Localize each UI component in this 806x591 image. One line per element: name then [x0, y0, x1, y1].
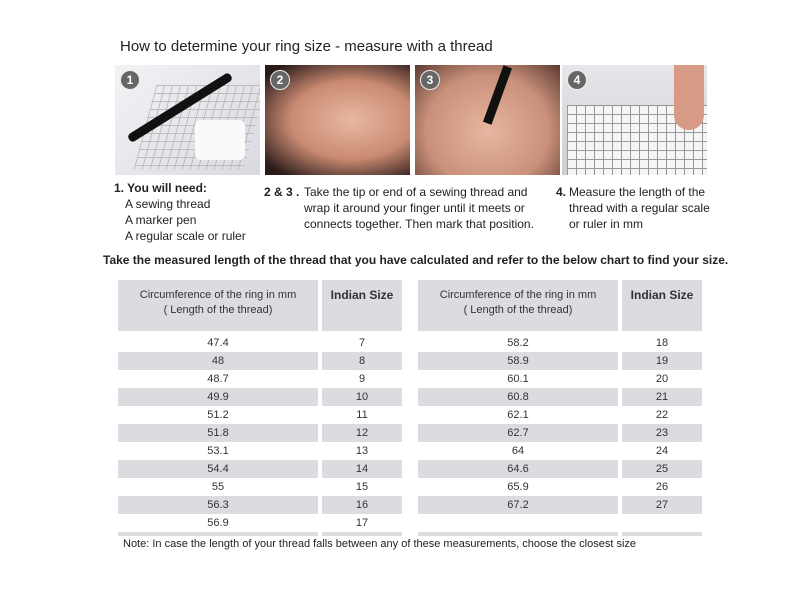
circumference-cell: 65.9: [507, 481, 529, 493]
table-row: 55 15: [118, 478, 402, 496]
size-cell: 24: [655, 445, 669, 457]
circumference-cell: 56.3: [118, 496, 318, 514]
table-row: 49.9 10: [118, 388, 402, 406]
table-row: 51.8 12: [118, 424, 402, 442]
circumference-cell: 62.7: [418, 424, 618, 442]
step-4-text: 4. Measure the length of the thread with…: [556, 185, 710, 231]
table-row: 48.7 9: [118, 370, 402, 388]
table-row: 56.3 16: [118, 496, 402, 514]
circumference-cell: 51.2: [207, 409, 229, 421]
size-cell: [622, 514, 702, 532]
table-row: 54.4 14: [118, 460, 402, 478]
table-row: 51.2 11: [118, 406, 402, 424]
size-cell: 25: [622, 460, 702, 478]
table-row: [418, 514, 702, 532]
table-row: 58.2 18: [418, 334, 702, 352]
table-row: 58.9 19: [418, 352, 702, 370]
size-header: Indian Size: [322, 280, 402, 331]
footer-note: Note: In case the length of your thread …: [123, 538, 637, 550]
circumference-cell: 62.1: [507, 409, 529, 421]
step-1-text: 1. You will need: A sewing thread A mark…: [114, 181, 246, 243]
table-row: 48 8: [118, 352, 402, 370]
table-row: 62.7 23: [418, 424, 702, 442]
circumference-cell: 60.8: [418, 388, 618, 406]
circumference-cell: 51.8: [118, 424, 318, 442]
size-cell: 10: [322, 388, 402, 406]
circumference-cell: 56.9: [207, 517, 229, 529]
size-cell: 8: [322, 352, 402, 370]
size-cell: 19: [622, 352, 702, 370]
instruction-text: Take the measured length of the thread t…: [103, 253, 729, 267]
size-cell: 22: [655, 409, 669, 421]
circumference-cell: 48: [118, 352, 318, 370]
step-1-photo: 1: [115, 65, 260, 175]
table-row: 60.8 21: [418, 388, 702, 406]
table-row: 53.1 13: [118, 442, 402, 460]
table-row: 60.1 20: [418, 370, 702, 388]
circumference-cell: 60.1: [507, 373, 529, 385]
size-cell: 13: [355, 445, 369, 457]
table-row: 64 24: [418, 442, 702, 460]
circumference-cell: 55: [211, 481, 225, 493]
size-cell: 26: [655, 481, 669, 493]
size-cell: 23: [622, 424, 702, 442]
circumference-header: Circumference of the ring in mm( Length …: [418, 280, 618, 331]
circumference-cell: 64: [511, 445, 525, 457]
step-2-photo: 2: [265, 65, 410, 175]
size-table-left: Circumference of the ring in mm( Length …: [114, 280, 406, 536]
circumference-cell: 49.9: [118, 388, 318, 406]
size-cell: 18: [655, 337, 669, 349]
step-number-badge: 1: [120, 70, 140, 90]
circumference-cell: 53.1: [207, 445, 229, 457]
page-title: How to determine your ring size - measur…: [120, 38, 493, 55]
table-row: 62.1 22: [418, 406, 702, 424]
circumference-cell: 58.2: [507, 337, 529, 349]
circumference-cell: 47.4: [207, 337, 229, 349]
circumference-cell: 64.6: [418, 460, 618, 478]
step-4-photo: 4: [562, 65, 707, 175]
circumference-cell: 48.7: [207, 373, 229, 385]
step-number-badge: 2: [270, 70, 290, 90]
size-cell: 21: [622, 388, 702, 406]
step-number-badge: 3: [420, 70, 440, 90]
size-cell: 20: [655, 373, 669, 385]
size-cell: 17: [355, 517, 369, 529]
circumference-cell: 67.2: [418, 496, 618, 514]
step-2-3-text: 2 & 3 . Take the tip or end of a sewing …: [264, 185, 534, 231]
size-table-right: Circumference of the ring in mm( Length …: [414, 280, 706, 536]
size-cell: 11: [356, 409, 368, 421]
circumference-header: Circumference of the ring in mm( Length …: [118, 280, 318, 331]
size-cell: 27: [622, 496, 702, 514]
step-3-photo: 3: [415, 65, 560, 175]
size-cell: 15: [355, 481, 369, 493]
table-header-row: Circumference of the ring in mm( Length …: [418, 280, 702, 331]
table-row: 56.9 17: [118, 514, 402, 532]
table-row: 47.4 7: [118, 334, 402, 352]
size-cell: 12: [322, 424, 402, 442]
size-cell: 9: [358, 373, 366, 385]
table-row: 65.9 26: [418, 478, 702, 496]
step-number-badge: 4: [567, 70, 587, 90]
size-header: Indian Size: [622, 280, 702, 331]
size-cell: 7: [358, 337, 366, 349]
table-row: 67.2 27: [418, 496, 702, 514]
size-cell: 14: [322, 460, 402, 478]
circumference-cell: 58.9: [418, 352, 618, 370]
table-row: 64.6 25: [418, 460, 702, 478]
size-cell: 16: [322, 496, 402, 514]
circumference-cell: 54.4: [118, 460, 318, 478]
circumference-cell: [418, 514, 618, 532]
table-header-row: Circumference of the ring in mm( Length …: [118, 280, 402, 331]
